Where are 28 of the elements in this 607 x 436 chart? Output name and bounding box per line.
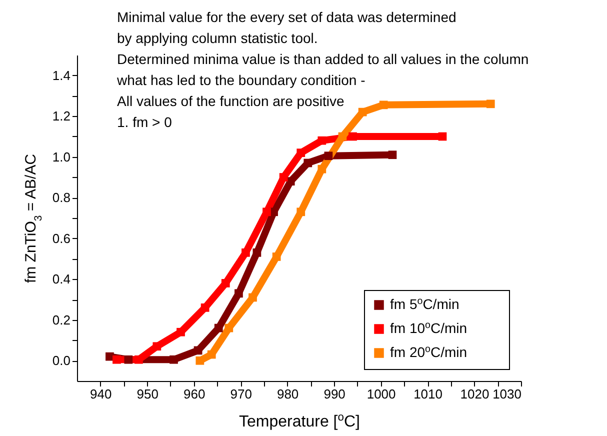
annotation: Determined minima value is than added to all values in the column	[117, 51, 529, 67]
x-tick-label: 1000	[366, 386, 396, 402]
y-tick-label: 0.4	[52, 272, 70, 287]
y-tick-label: 0.2	[52, 312, 70, 328]
text: Minimal value for the every set of data was determined	[117, 9, 456, 25]
legend-label: fm 5$^{o}$C/min	[390, 296, 460, 312]
legend-label: fm 10$^{o}$C/min	[390, 320, 468, 336]
x-tick-label: 1010	[414, 386, 442, 402]
annotation: 1. fm > 0	[117, 114, 172, 130]
x-tick-label: 960	[183, 386, 206, 402]
legend-label: fm 20$^{o}$C/min	[390, 344, 468, 360]
y-tick-label: 0.6	[52, 230, 70, 246]
y-tick-label: 0.8	[52, 190, 70, 206]
y-tick-label: 1.0	[52, 149, 70, 164]
text: by applying column statistic tool.	[117, 30, 318, 46]
y-tick-label: 1.2	[52, 108, 70, 124]
annotation: All values of the function are positive	[117, 93, 344, 109]
x-tick-label: 970	[230, 386, 252, 402]
x-tick-label: 950	[136, 386, 158, 402]
y-tick-label: 1.4	[52, 68, 70, 83]
annotation: what has led to the boundary condition -	[116, 72, 366, 88]
x-tick-label: 940	[90, 386, 112, 402]
x-tick-label: 1020	[460, 386, 490, 402]
x-tick-label: 980	[276, 386, 299, 402]
x-tick-label: 990	[324, 386, 346, 402]
y-tick-label: 0.0	[52, 353, 70, 368]
x-axis-title: Temperature [$^{o}$C]	[239, 412, 360, 430]
x-tick-label: 1030	[492, 386, 522, 402]
